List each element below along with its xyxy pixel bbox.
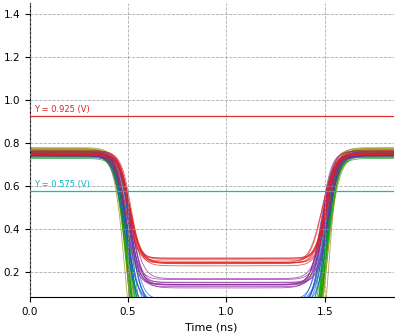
X-axis label: Time (ns): Time (ns): [185, 323, 238, 333]
Text: Y = 0.925 (V): Y = 0.925 (V): [34, 105, 89, 114]
Text: Y = 0.575 (V): Y = 0.575 (V): [34, 180, 90, 189]
